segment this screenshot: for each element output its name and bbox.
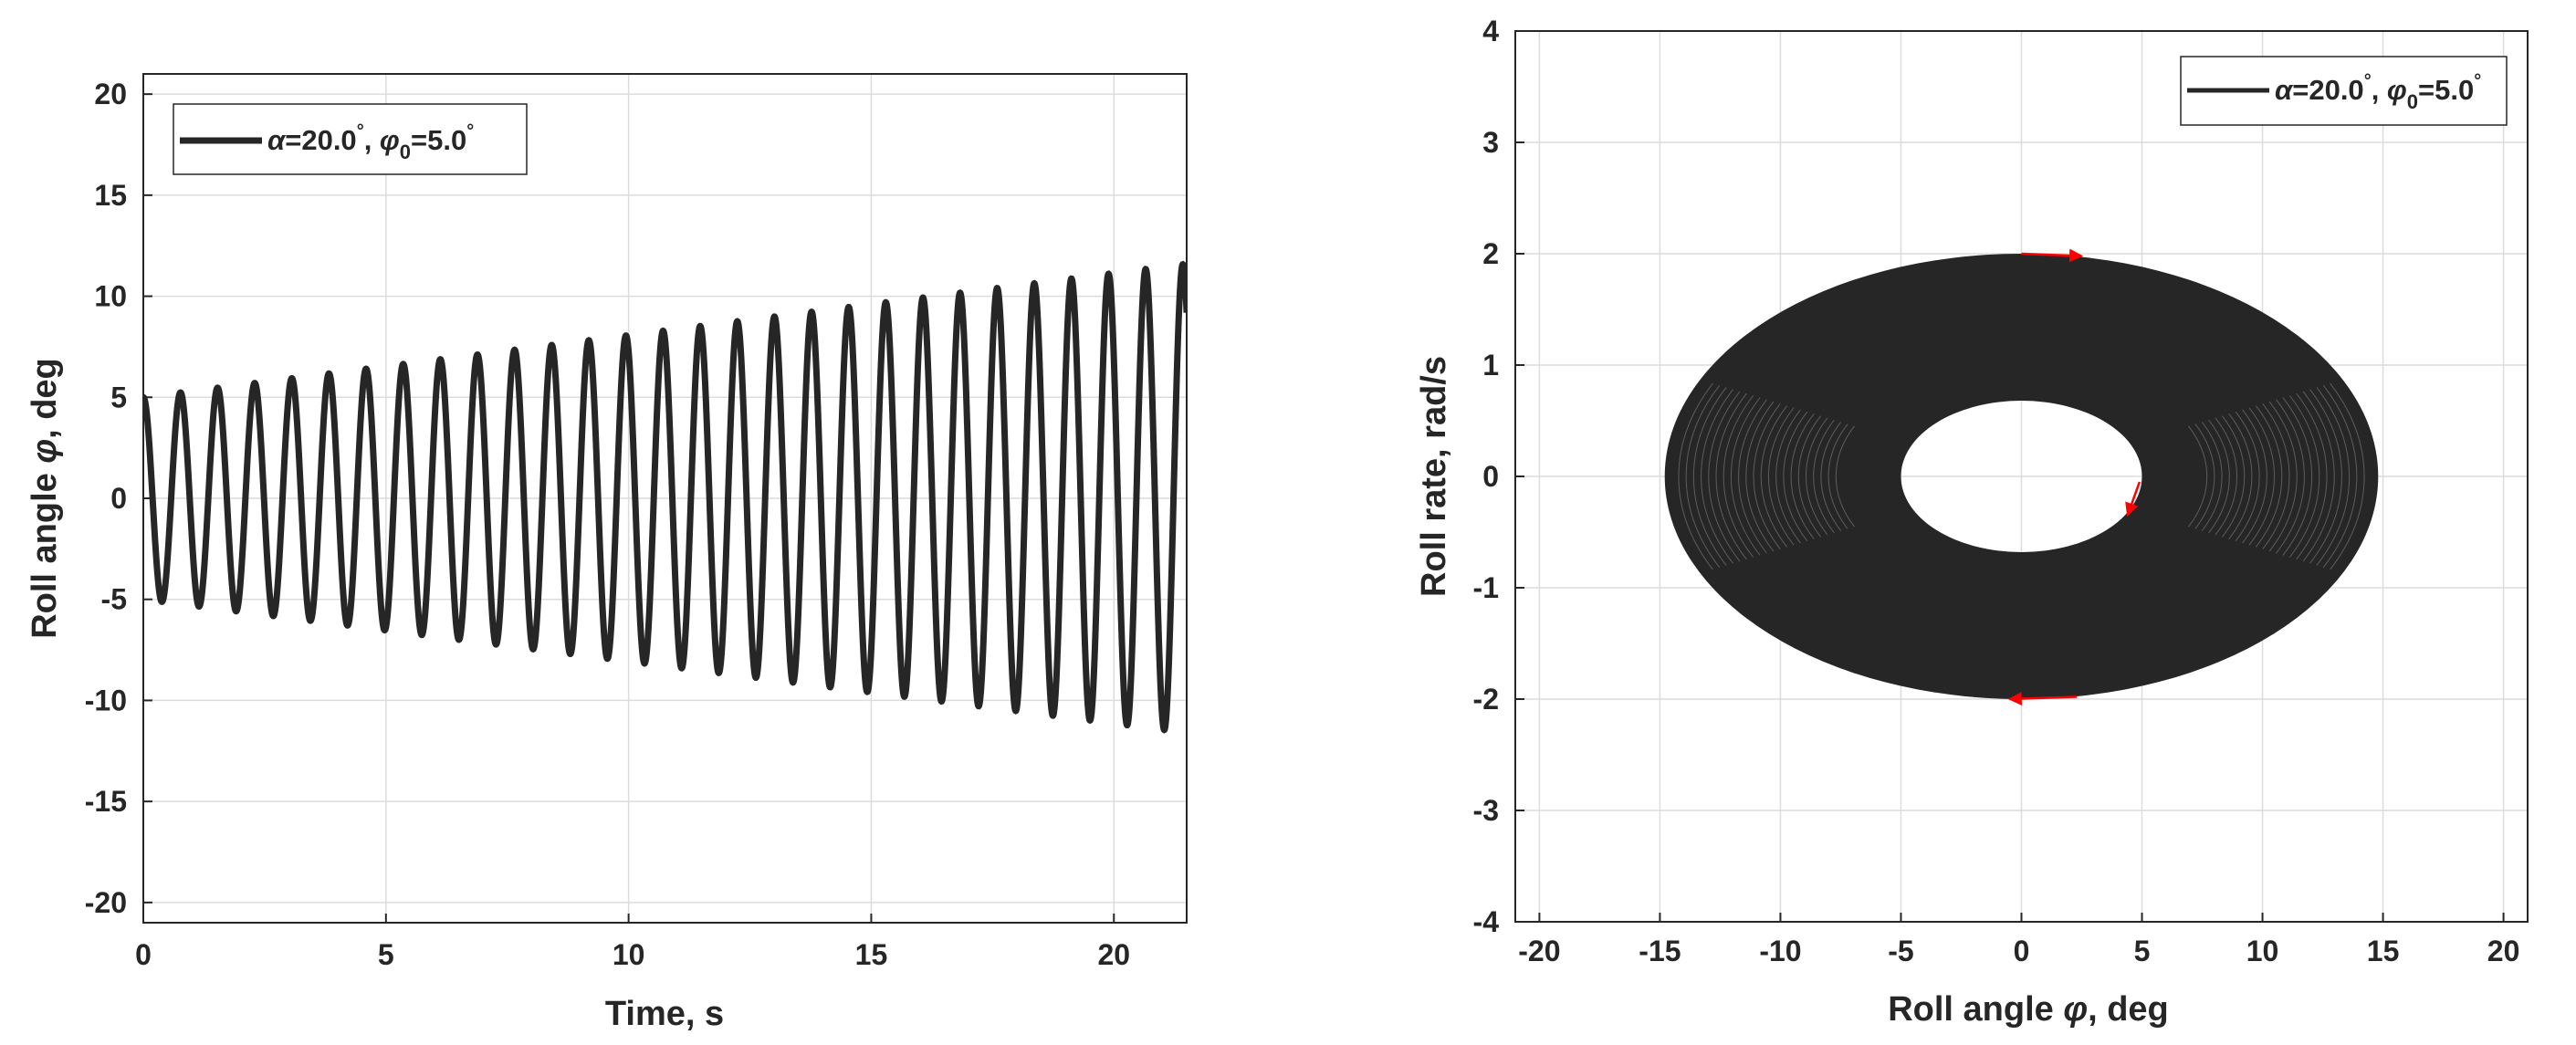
- right-trajectory-streak: [1753, 402, 1781, 550]
- left-legend: α=20.0°, φ0=5.0°: [173, 103, 528, 175]
- right-y-tick-label: -2: [1473, 683, 1499, 716]
- right-direction-arrow: [2007, 692, 2078, 706]
- right-x-tick-label: 10: [2246, 935, 2279, 967]
- right-y-tick-label: 2: [1482, 237, 1499, 270]
- left-y-tick-label: -5: [101, 583, 127, 616]
- right-trajectory-streak: [2201, 422, 2223, 531]
- right-trajectory-streak: [1813, 419, 1835, 534]
- right-trajectory-streak: [1745, 401, 1775, 552]
- right-x-tick-label: -15: [1639, 935, 1681, 967]
- right-x-tick-label: -5: [1888, 935, 1913, 967]
- right-x-tick-label: 0: [2014, 935, 2030, 967]
- right-phase-ring: [1664, 253, 2379, 699]
- right-trajectory-streak: [1797, 415, 1821, 538]
- left-y-tick-label: 20: [94, 78, 127, 110]
- right-trajectory-streak: [1775, 409, 1801, 544]
- right-trajectory-streak: [2248, 407, 2276, 546]
- right-trajectory-streak: [2208, 419, 2230, 534]
- right-trajectory-streak: [1701, 389, 1733, 564]
- right-y-tick-label: 1: [1482, 349, 1499, 381]
- right-trajectory-streak: [2296, 392, 2328, 560]
- left-y-tick-label: 5: [110, 381, 127, 413]
- left-y-axis-label: Roll angle φ, deg: [26, 358, 64, 639]
- right-trajectory-streak: [2215, 417, 2237, 536]
- right-trajectory-streak: [1685, 384, 1721, 569]
- right-trajectory-streak: [2302, 391, 2335, 562]
- right-legend: α=20.0°, φ0=5.0°: [2180, 56, 2508, 126]
- right-trajectory-streak: [1715, 392, 1747, 560]
- left-x-tick-label: 20: [1097, 938, 1130, 971]
- left-x-tick-label: 5: [378, 938, 394, 971]
- right-direction-arrow: [2021, 248, 2084, 263]
- right-x-tick-label: 20: [2487, 935, 2520, 967]
- right-trajectory-streak: [2262, 402, 2290, 550]
- right-trajectory-streak: [2316, 387, 2351, 566]
- right-trajectory-streak: [2228, 413, 2253, 539]
- left-legend-entry: α=20.0°, φ0=5.0°: [267, 121, 474, 163]
- right-trajectory-streak: [2330, 382, 2365, 570]
- left-y-tick-label: 10: [94, 280, 127, 313]
- right-legend-entry: α=20.0°, φ0=5.0°: [2275, 71, 2481, 113]
- right-trajectory-streak: [2222, 415, 2246, 538]
- right-arrows: [2007, 248, 2141, 706]
- right-y-tick-label: 4: [1482, 15, 1499, 47]
- right-trajectory-streak: [1835, 425, 1855, 528]
- left-series: [143, 260, 1187, 734]
- right-ring-streaks: [1678, 382, 2365, 570]
- right-trajectory-streak: [2288, 395, 2320, 558]
- right-trajectory-streak: [1790, 413, 1815, 539]
- right-trajectory-streak: [2235, 411, 2260, 542]
- left-x-tick-label: 10: [613, 938, 645, 971]
- right-trajectory-streak: [1738, 399, 1767, 554]
- right-trajectory-streak: [1767, 407, 1795, 546]
- right-trajectory-streak: [1806, 417, 1828, 536]
- left-x-axis-label: Time, s: [605, 995, 724, 1033]
- right-y-tick-label: -3: [1473, 794, 1499, 827]
- right-trajectory-streak: [2309, 389, 2342, 564]
- left-y-tick-label: -10: [85, 684, 127, 716]
- right-series: [1664, 253, 2379, 699]
- right-trajectory-streak: [1723, 395, 1754, 558]
- chart-roll-angle-vs-time: 0 5 10 15 20 20 15 10 5 0 -5 -10 -15 -20 Time, s Roll…: [26, 73, 1188, 1033]
- right-x-axis-label: Roll angle φ, deg: [1888, 990, 2169, 1029]
- right-trajectory-streak: [1730, 397, 1761, 556]
- right-trajectory-streak: [2255, 405, 2283, 548]
- left-y-tick-label: 15: [94, 179, 127, 212]
- right-direction-arrow: [2125, 481, 2141, 517]
- right-trajectory-streak: [1708, 391, 1741, 562]
- right-y-axis-label: Roll rate, rad/s: [1415, 356, 1453, 597]
- right-trajectory-streak: [2282, 397, 2313, 556]
- right-trajectory-streak: [2194, 423, 2215, 529]
- left-x-tick-label: 15: [855, 938, 888, 971]
- right-trajectory-streak: [1827, 423, 1848, 529]
- right-trajectory-streak: [2268, 401, 2298, 552]
- left-x-tick-label: 0: [135, 938, 152, 971]
- left-y-tick-label: -15: [85, 785, 127, 818]
- right-trajectory-streak: [2188, 425, 2208, 528]
- right-x-tick-label: -20: [1518, 935, 1560, 967]
- left-roll-angle-series: [143, 260, 1187, 734]
- right-trajectory-streak: [2322, 384, 2358, 569]
- right-x-tick-label: 15: [2367, 935, 2400, 967]
- right-y-tick-label: -4: [1473, 905, 1500, 938]
- right-trajectory-streak: [2242, 409, 2267, 544]
- left-y-tick-label: 0: [110, 482, 127, 515]
- left-ticks: 0 5 10 15 20 20 15 10 5 0 -5 -10 -15 -20: [85, 78, 1130, 971]
- right-trajectory-streak: [2276, 399, 2305, 554]
- left-gridlines: [142, 74, 1187, 923]
- right-x-tick-label: -10: [1759, 935, 1801, 967]
- right-y-tick-label: 3: [1482, 126, 1499, 159]
- right-x-tick-label: 5: [2134, 935, 2151, 967]
- right-y-tick-label: 0: [1482, 460, 1499, 493]
- right-y-tick-label: -1: [1473, 571, 1499, 604]
- right-trajectory-streak: [1820, 422, 1842, 531]
- right-trajectory-streak: [1692, 387, 1727, 566]
- right-trajectory-streak: [1783, 411, 1808, 542]
- right-trajectory-streak: [1760, 405, 1788, 548]
- left-y-tick-label: -20: [85, 886, 127, 919]
- right-trajectory-streak: [1678, 382, 1713, 570]
